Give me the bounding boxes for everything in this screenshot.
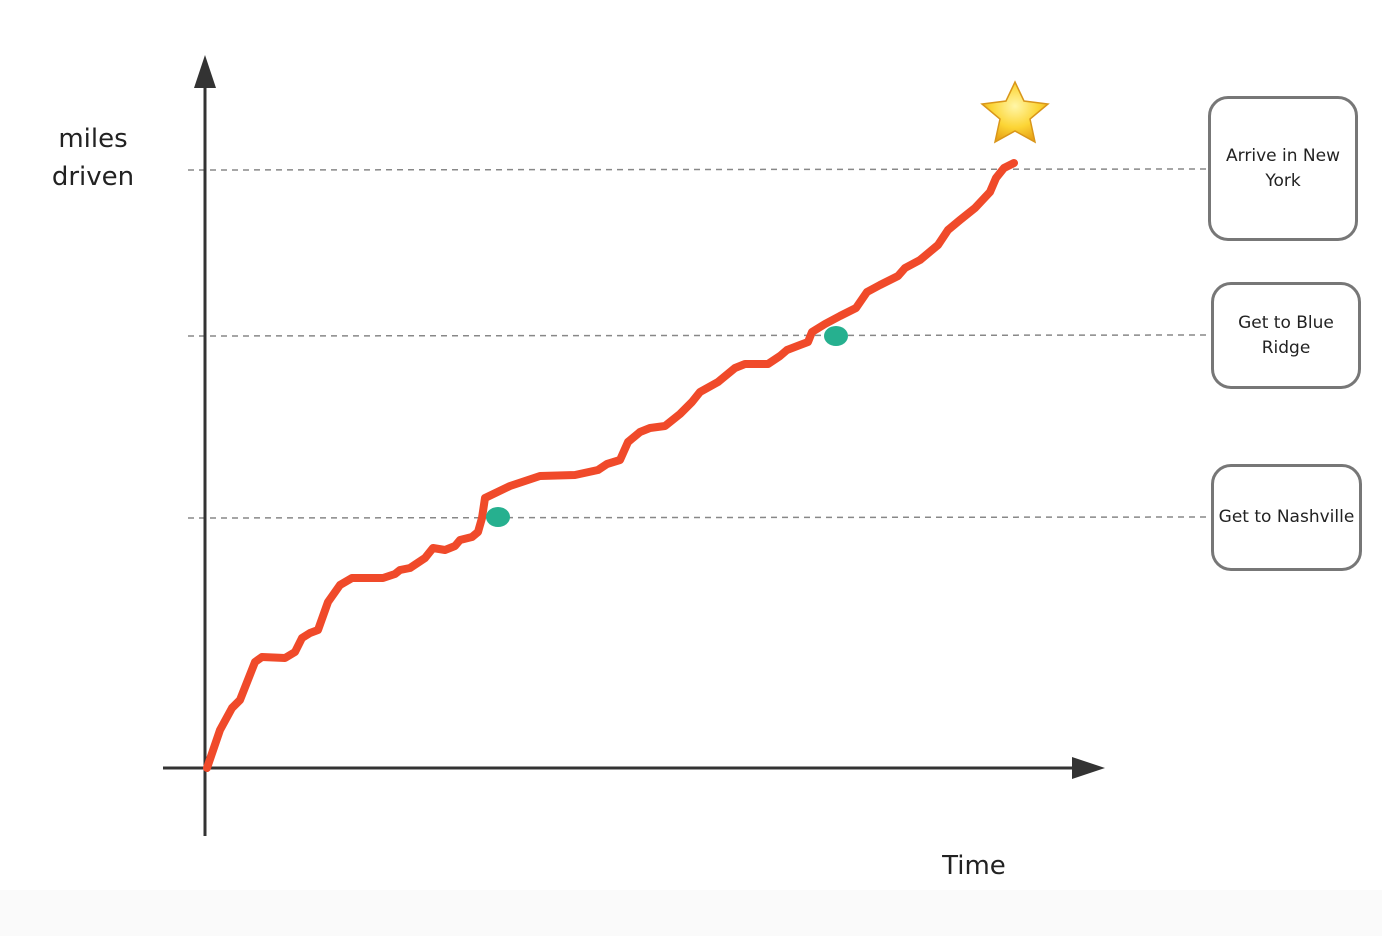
y-axis-label: miles driven — [51, 124, 135, 192]
progress-curve — [203, 159, 1018, 772]
x-axis-label: Time — [942, 851, 1006, 881]
checkpoint-dot — [486, 507, 510, 527]
x-arrow — [1072, 757, 1105, 779]
guide-line — [187, 334, 1211, 337]
milestone-box: Get to Nashville — [1211, 464, 1362, 571]
guide-line — [187, 168, 1209, 171]
axes — [163, 55, 1105, 836]
checkpoint-dot — [824, 326, 848, 346]
guide-line — [187, 516, 1211, 519]
y-arrow — [194, 55, 216, 88]
guide-lines — [187, 168, 1211, 519]
footer-band — [0, 890, 1382, 936]
star-icon — [980, 80, 1050, 144]
milestone-box: Get to Blue Ridge — [1211, 282, 1361, 389]
milestone-box: Arrive in New York — [1208, 96, 1358, 241]
